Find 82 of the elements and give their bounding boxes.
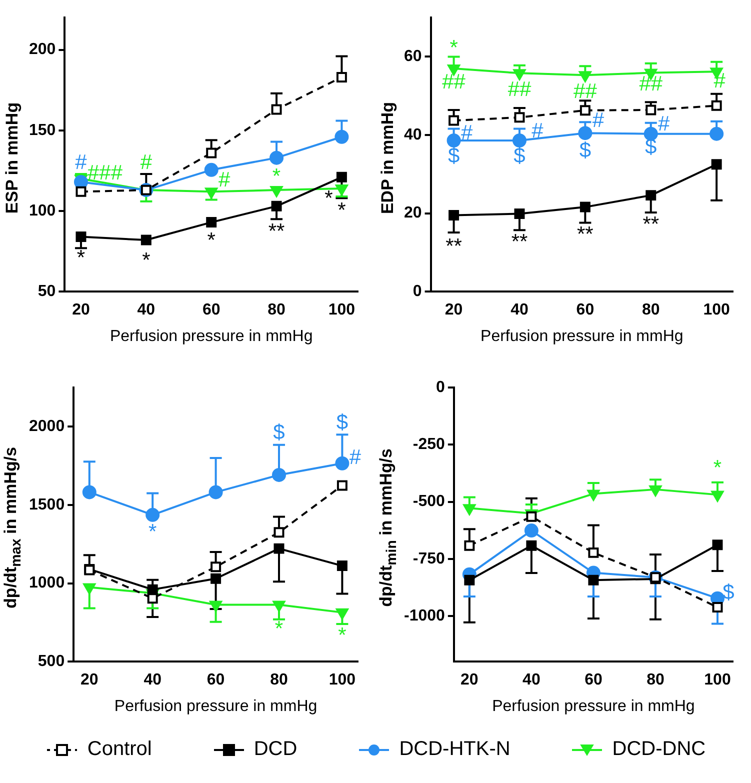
annotation: *	[338, 624, 346, 648]
x-tick-label: 40	[522, 672, 540, 689]
annotation: ###	[87, 162, 123, 185]
x-tick-label: 100	[704, 672, 731, 689]
x-tick-label: 20	[72, 302, 90, 319]
annotation: ##	[508, 78, 532, 101]
x-tick-label: 80	[642, 302, 660, 319]
y-tick-label: -500	[412, 493, 446, 510]
annotation: $	[579, 138, 592, 162]
x-tick-label: 60	[584, 672, 602, 689]
y-tick-label: 500	[38, 653, 65, 670]
annotation: **	[577, 222, 594, 246]
x-tick-label: 100	[328, 672, 356, 689]
annotation: *	[274, 618, 284, 641]
annotation: $	[273, 420, 286, 444]
legend-label: Control	[87, 738, 152, 761]
x-tick-label: 40	[137, 302, 156, 319]
annotation: $	[336, 411, 348, 434]
annotation: *	[713, 456, 722, 480]
y-tick-label: 20	[404, 204, 422, 222]
annotation: *	[148, 520, 157, 544]
annotation: *	[450, 36, 458, 60]
annotation: #	[532, 119, 544, 142]
x-tick-label: 100	[328, 302, 356, 319]
y-tick-label: 1000	[29, 574, 65, 592]
x-tick-label: 60	[202, 302, 220, 319]
y-tick-label: 0	[412, 283, 422, 300]
annotation: ##	[574, 80, 598, 103]
annotation: #	[658, 112, 670, 136]
x-tick-label: 40	[144, 672, 162, 689]
annotation: #	[349, 446, 362, 470]
y-tick-label: 60	[404, 48, 422, 66]
y-tick-label: 100	[28, 202, 56, 220]
annotation: **	[642, 213, 660, 236]
y-tick-label: 1500	[29, 496, 65, 514]
annotation: *	[207, 229, 216, 252]
annotation: **	[511, 230, 528, 254]
annotation: #	[140, 150, 152, 174]
x-tick-label: 40	[510, 302, 528, 319]
annotation: ##	[639, 72, 663, 96]
x-tick-label: 80	[268, 302, 286, 319]
annotation: *	[272, 164, 281, 188]
y-tick-label: 200	[28, 41, 56, 58]
annotation: *	[338, 198, 346, 222]
annotation: **	[268, 220, 285, 243]
x-tick-label: 80	[646, 672, 664, 689]
x-tick-label: 20	[460, 672, 478, 689]
annotation: $	[722, 581, 735, 604]
y-axis-title: EDP in mmHg	[378, 101, 398, 214]
annotation: #	[218, 168, 231, 192]
x-axis-title: Perfusion pressure in mmHg	[492, 698, 695, 715]
y-tick-label: 50	[38, 283, 56, 300]
annotation: $	[514, 144, 526, 168]
annotation: *	[324, 186, 333, 210]
annotation: #	[592, 108, 604, 132]
y-tick-label: -750	[412, 550, 446, 568]
x-tick-label: 60	[206, 672, 225, 689]
y-tick-label: -250	[412, 436, 446, 454]
x-axis-title: Perfusion pressure in mmHg	[114, 698, 318, 715]
annotation: #	[75, 150, 88, 174]
x-tick-label: 100	[703, 302, 730, 319]
annotation: *	[76, 246, 86, 270]
annotation: ##	[442, 70, 466, 94]
y-tick-label: 2000	[29, 418, 65, 436]
legend-label: DCD-HTK-N	[399, 738, 510, 761]
x-axis-title: Perfusion pressure in mmHg	[480, 328, 684, 345]
annotation: *	[142, 248, 150, 272]
x-tick-label: 60	[576, 302, 594, 319]
y-tick-label: 0	[436, 379, 446, 396]
annotation: **	[446, 235, 462, 258]
annotation: $	[448, 144, 460, 168]
y-tick-label: 40	[404, 126, 422, 144]
legend-label: DCD-DNC	[612, 738, 706, 761]
x-axis-title: Perfusion pressure in mmHg	[110, 328, 313, 345]
y-axis-title: ESP in mmHg	[3, 102, 23, 214]
x-tick-label: 80	[270, 672, 288, 689]
x-tick-label: 20	[444, 302, 463, 319]
y-tick-label: -1000	[404, 607, 446, 624]
y-tick-label: 150	[28, 122, 56, 139]
annotation: #	[460, 121, 473, 144]
x-tick-label: 20	[80, 672, 98, 689]
legend-label: DCD	[254, 738, 298, 761]
